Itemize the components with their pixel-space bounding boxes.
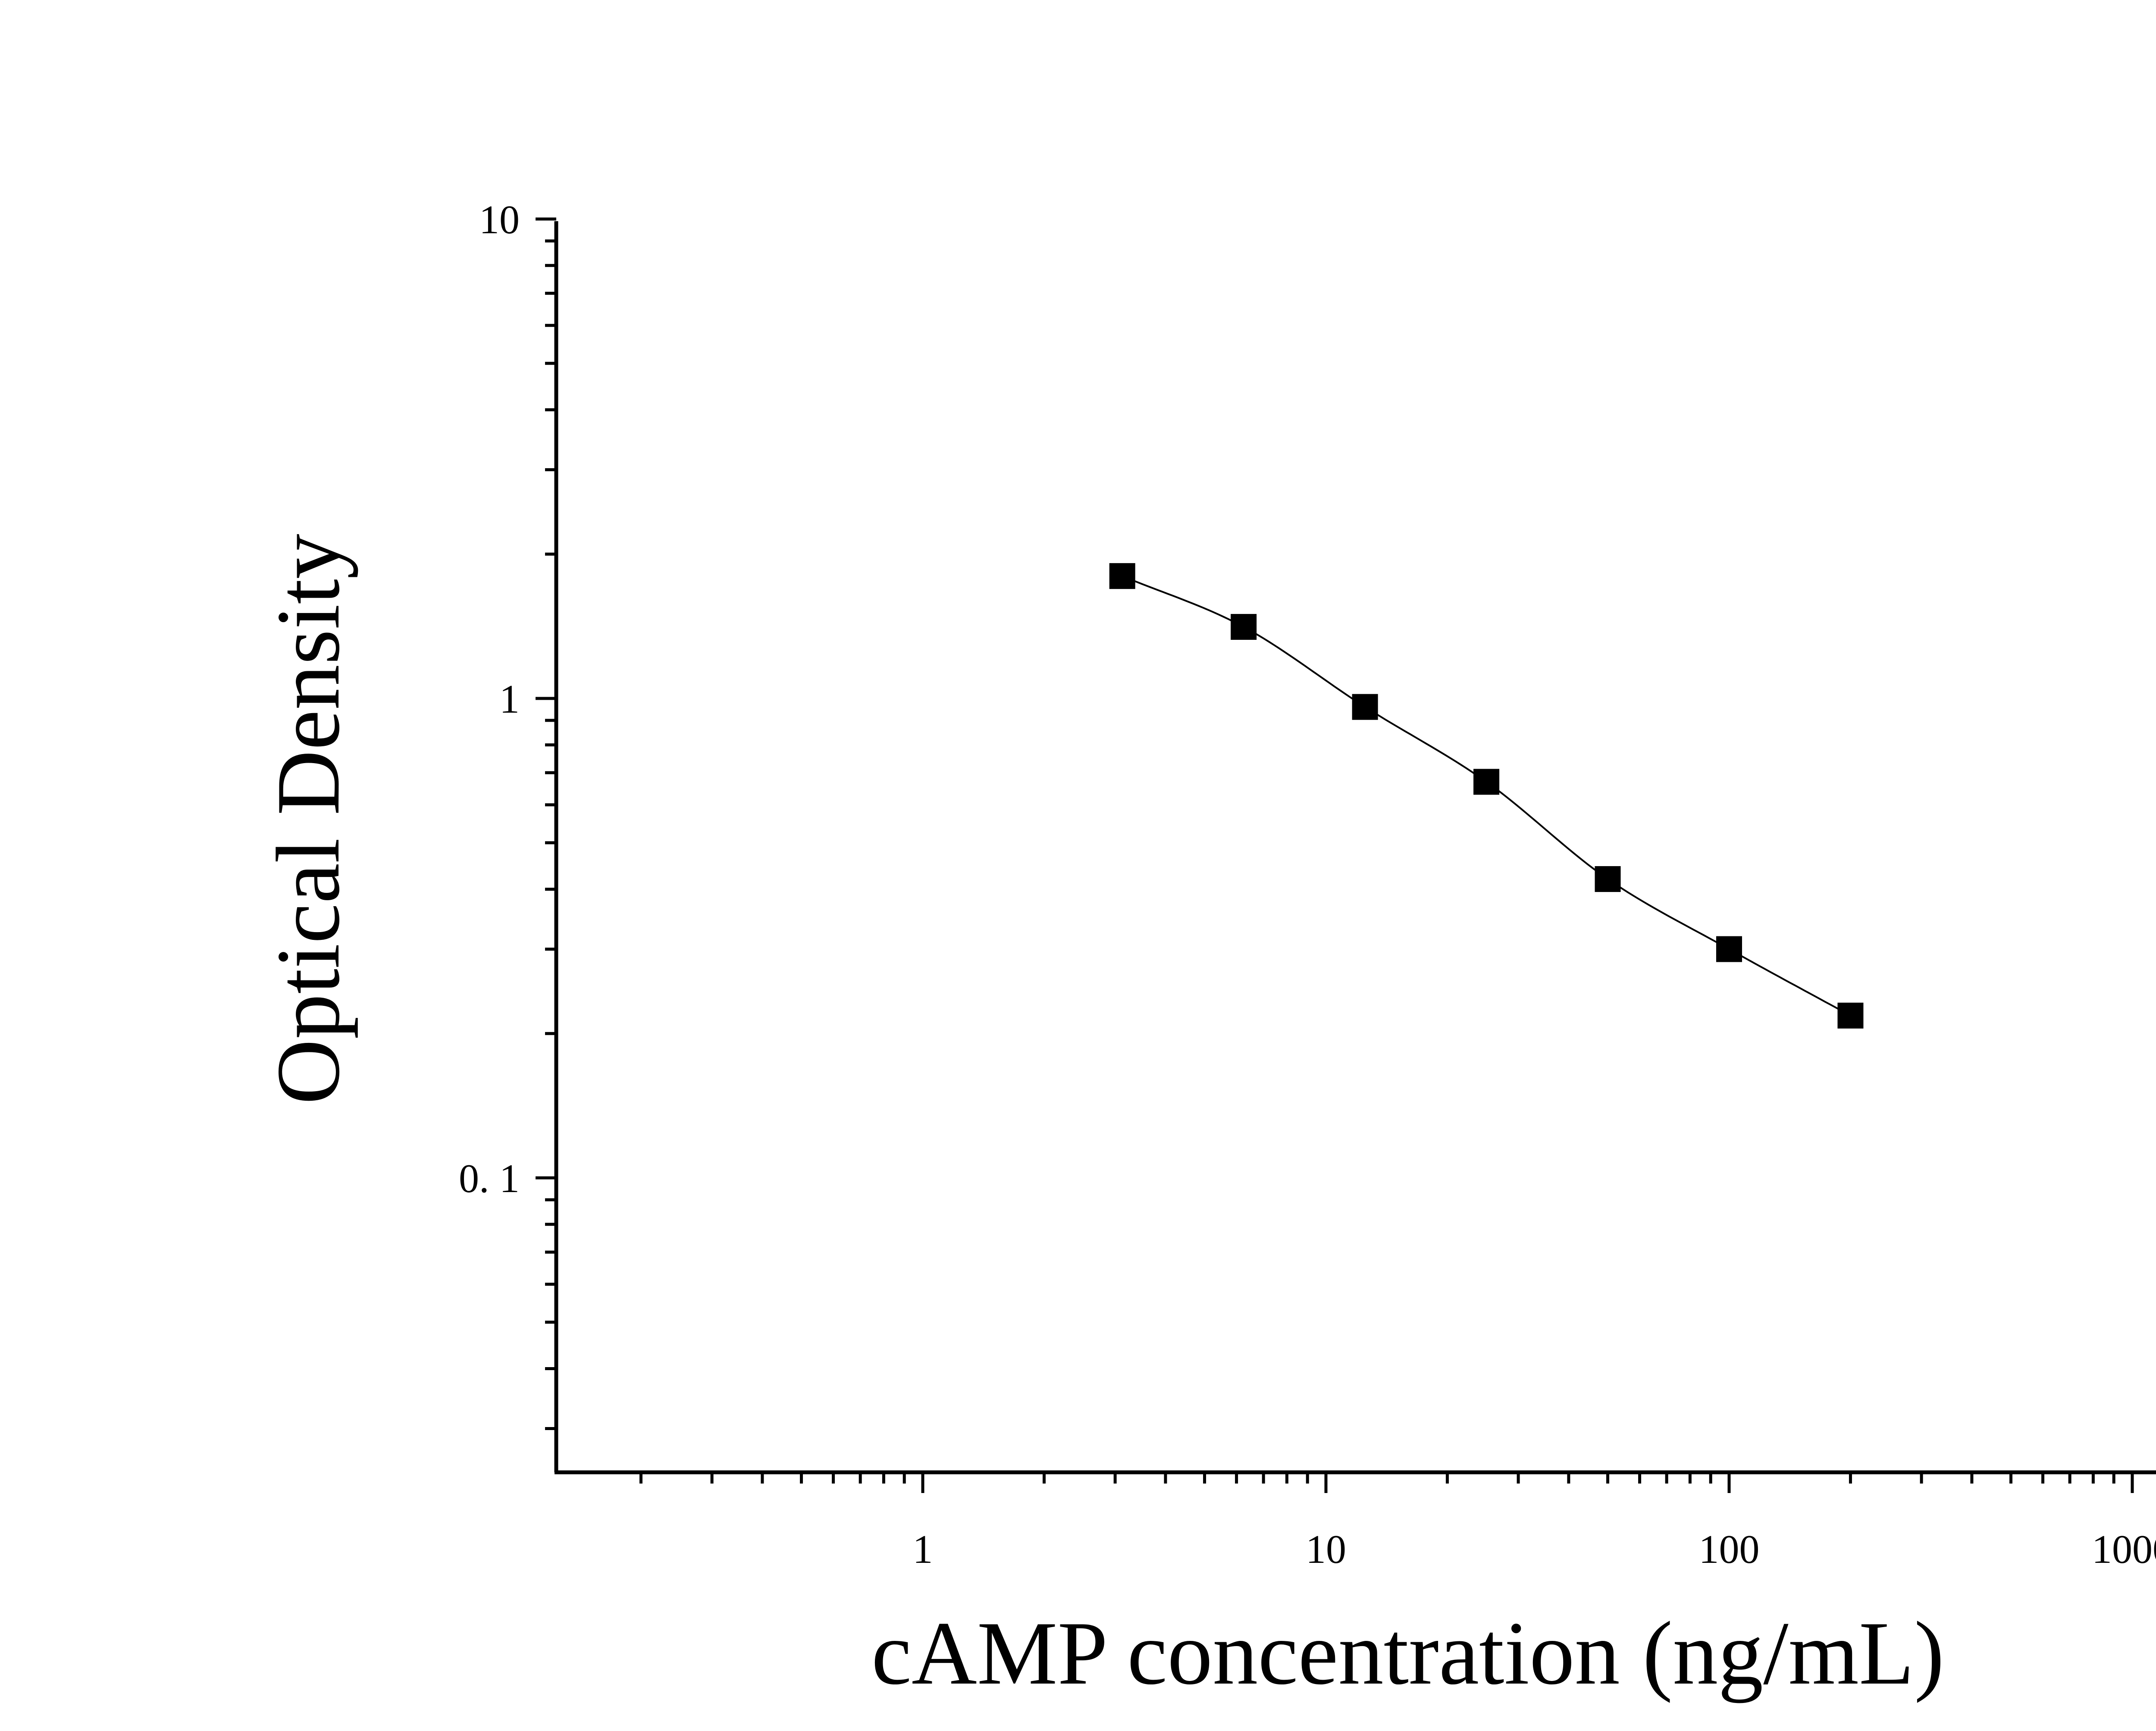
x-tick-labels: 1 10 100 1000 [913, 1527, 2156, 1572]
y-tick-label: 0. 1 [459, 1156, 520, 1201]
x-tick-label: 1000 [2092, 1527, 2156, 1572]
data-point [1837, 1002, 1864, 1029]
data-point [1595, 866, 1621, 892]
data-point [1352, 694, 1378, 720]
data-point [1716, 936, 1742, 962]
x-tick-label: 1 [913, 1527, 933, 1572]
y-ticks [536, 217, 556, 1430]
x-ticks [639, 1472, 2134, 1493]
y-axis-title: Optical Density [258, 534, 358, 1105]
y-tick-label: 1 [499, 677, 520, 722]
axes [554, 221, 2156, 1474]
y-tick-labels: 0. 1 1 10 [459, 197, 520, 1201]
data-point [1231, 614, 1257, 640]
data-point [1473, 769, 1500, 795]
x-tick-label: 10 [1306, 1527, 1346, 1572]
data-point [1109, 563, 1135, 589]
y-tick-label: 10 [479, 197, 520, 242]
x-tick-label: 100 [1699, 1527, 1760, 1572]
x-axis-title: cAMP concentration (ng/mL) [871, 1603, 1944, 1703]
data-points [1109, 563, 1864, 1029]
